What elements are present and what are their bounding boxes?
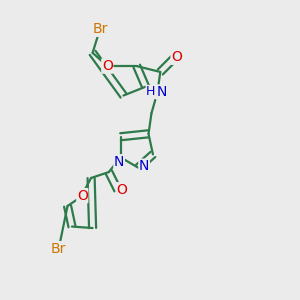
Text: O: O [77,189,88,202]
Text: N: N [114,155,124,169]
Text: Br: Br [92,22,108,36]
Text: O: O [102,59,113,73]
Text: N: N [157,85,167,99]
Text: N: N [139,159,149,173]
Text: H: H [146,85,156,98]
Text: O: O [117,183,128,197]
Text: O: O [171,50,182,64]
Text: Br: Br [51,242,66,256]
